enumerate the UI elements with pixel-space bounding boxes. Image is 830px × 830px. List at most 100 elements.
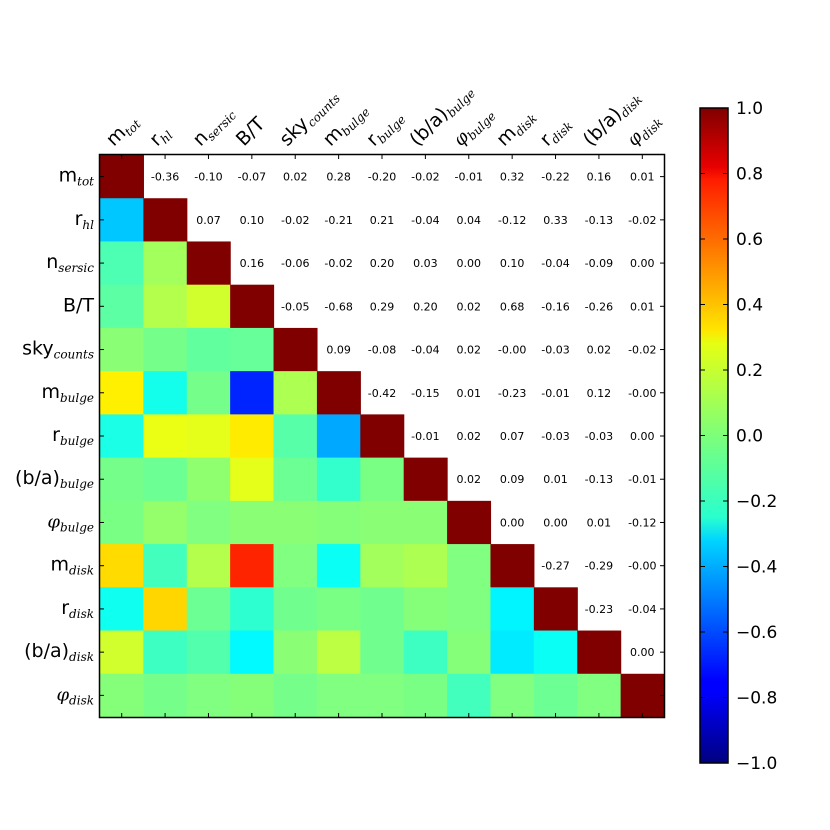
heatmap-cell (100, 673, 144, 718)
correlation-value: -0.13 (585, 473, 613, 486)
correlation-value: -0.09 (585, 257, 613, 270)
heatmap-cell (186, 371, 231, 415)
correlation-value: -0.03 (541, 430, 569, 443)
correlation-value: 0.01 (457, 387, 482, 400)
heatmap-cell (316, 371, 361, 415)
correlation-value: 0.00 (500, 516, 525, 529)
label-base: m (59, 165, 78, 187)
label-subscript: disk (69, 564, 94, 578)
correlation-value: -0.00 (628, 387, 656, 400)
heatmap-cell (273, 327, 318, 372)
correlation-value: -0.03 (585, 430, 613, 443)
heatmap-cell (230, 414, 275, 459)
heatmap-cell (403, 500, 448, 545)
heatmap-cell (360, 414, 405, 459)
heatmap-cell (186, 500, 231, 545)
correlation-value: 0.29 (370, 300, 395, 313)
correlation-value: 0.20 (413, 300, 438, 313)
heatmap-cell (360, 673, 405, 718)
label-subscript: counts (305, 91, 343, 129)
colorbar-tick-label: −0.2 (736, 492, 777, 512)
label-subscript: bulge (60, 391, 94, 405)
heatmap-cell (100, 327, 144, 372)
heatmap-cell (273, 371, 318, 415)
heatmap-cell (447, 630, 492, 675)
correlation-value: 0.09 (500, 473, 525, 486)
correlation-value: -0.00 (628, 560, 656, 573)
variable-label: skycounts (22, 338, 94, 362)
heatmap-cell (360, 500, 405, 545)
heatmap-cell (143, 500, 188, 545)
heatmap-cell (143, 198, 188, 243)
colorbar-tick-label: 0.2 (736, 361, 763, 381)
heatmap-cell (230, 500, 275, 545)
colorbar-tick-label: −0.8 (736, 689, 777, 709)
heatmap-cell (230, 457, 275, 502)
heatmap-cell (100, 198, 144, 243)
heatmap-cell (230, 544, 275, 588)
label-base: m (41, 381, 60, 403)
correlation-value: -0.16 (541, 300, 569, 313)
heatmap-cell (186, 457, 231, 502)
heatmap-cell (100, 587, 144, 632)
correlation-value: -0.00 (498, 344, 526, 357)
heatmap-cell (143, 587, 188, 632)
heatmap-cell (316, 587, 361, 632)
correlation-value: 0.21 (370, 214, 395, 227)
correlation-value: -0.15 (411, 387, 439, 400)
correlation-value: 0.01 (630, 171, 655, 184)
variable-label: (b/a)bulge (15, 467, 94, 491)
label-subscript: bulge (60, 477, 94, 491)
correlation-value: -0.10 (194, 171, 222, 184)
heatmap-cell (533, 587, 578, 632)
correlation-value: 0.02 (457, 300, 482, 313)
heatmap-cell (490, 630, 535, 675)
heatmap-cell (143, 457, 188, 502)
correlation-value: -0.23 (498, 387, 526, 400)
heatmap-cell (230, 630, 275, 675)
correlation-value: -0.01 (455, 171, 483, 184)
heatmap-cell (620, 673, 665, 718)
correlation-value: 0.02 (457, 430, 482, 443)
heatmap-cell (447, 673, 492, 718)
correlation-value: -0.02 (411, 171, 439, 184)
label-subscript: hl (82, 218, 94, 232)
correlation-value: 0.68 (500, 300, 525, 313)
correlation-value: -0.07 (238, 171, 266, 184)
correlation-value: -0.26 (585, 300, 613, 313)
correlation-value: -0.04 (628, 603, 656, 616)
variable-label: rdisk (536, 112, 576, 152)
heatmap-cell (273, 673, 318, 718)
heatmap-cell (143, 630, 188, 675)
colorbar-tick-label: −0.6 (736, 623, 777, 643)
label-subscript: bulge (444, 86, 478, 120)
correlation-value: -0.29 (585, 560, 613, 573)
correlation-value: -0.02 (628, 344, 656, 357)
correlation-value: 0.02 (283, 171, 308, 184)
heatmap-cell (360, 630, 405, 675)
heatmap-cell (230, 327, 275, 372)
correlation-value: -0.01 (628, 473, 656, 486)
correlation-value: 0.01 (630, 300, 655, 313)
label-subscript: sersic (58, 261, 94, 275)
correlation-value: 0.02 (457, 473, 482, 486)
correlation-value: 0.09 (326, 344, 351, 357)
correlation-value: -0.04 (541, 257, 569, 270)
variable-label: nsersic (46, 251, 94, 275)
heatmap-cell (316, 414, 361, 459)
label-base: n (46, 251, 58, 273)
correlation-value: 0.16 (587, 171, 612, 184)
variable-label: (b/a)disk (24, 640, 94, 664)
variable-label: φbulge (47, 511, 94, 534)
label-subscript: disk (69, 607, 94, 621)
correlation-value: -0.23 (585, 603, 613, 616)
heatmap-cell (186, 630, 231, 675)
heatmap-cell (447, 500, 492, 545)
heatmap-cell (143, 327, 188, 372)
correlation-value: -0.13 (585, 214, 613, 227)
heatmap-cell (230, 371, 275, 415)
correlation-value: -0.68 (324, 300, 352, 313)
heatmap-cell (273, 414, 318, 459)
correlation-value: 0.07 (196, 214, 221, 227)
correlation-value: -0.42 (368, 387, 396, 400)
